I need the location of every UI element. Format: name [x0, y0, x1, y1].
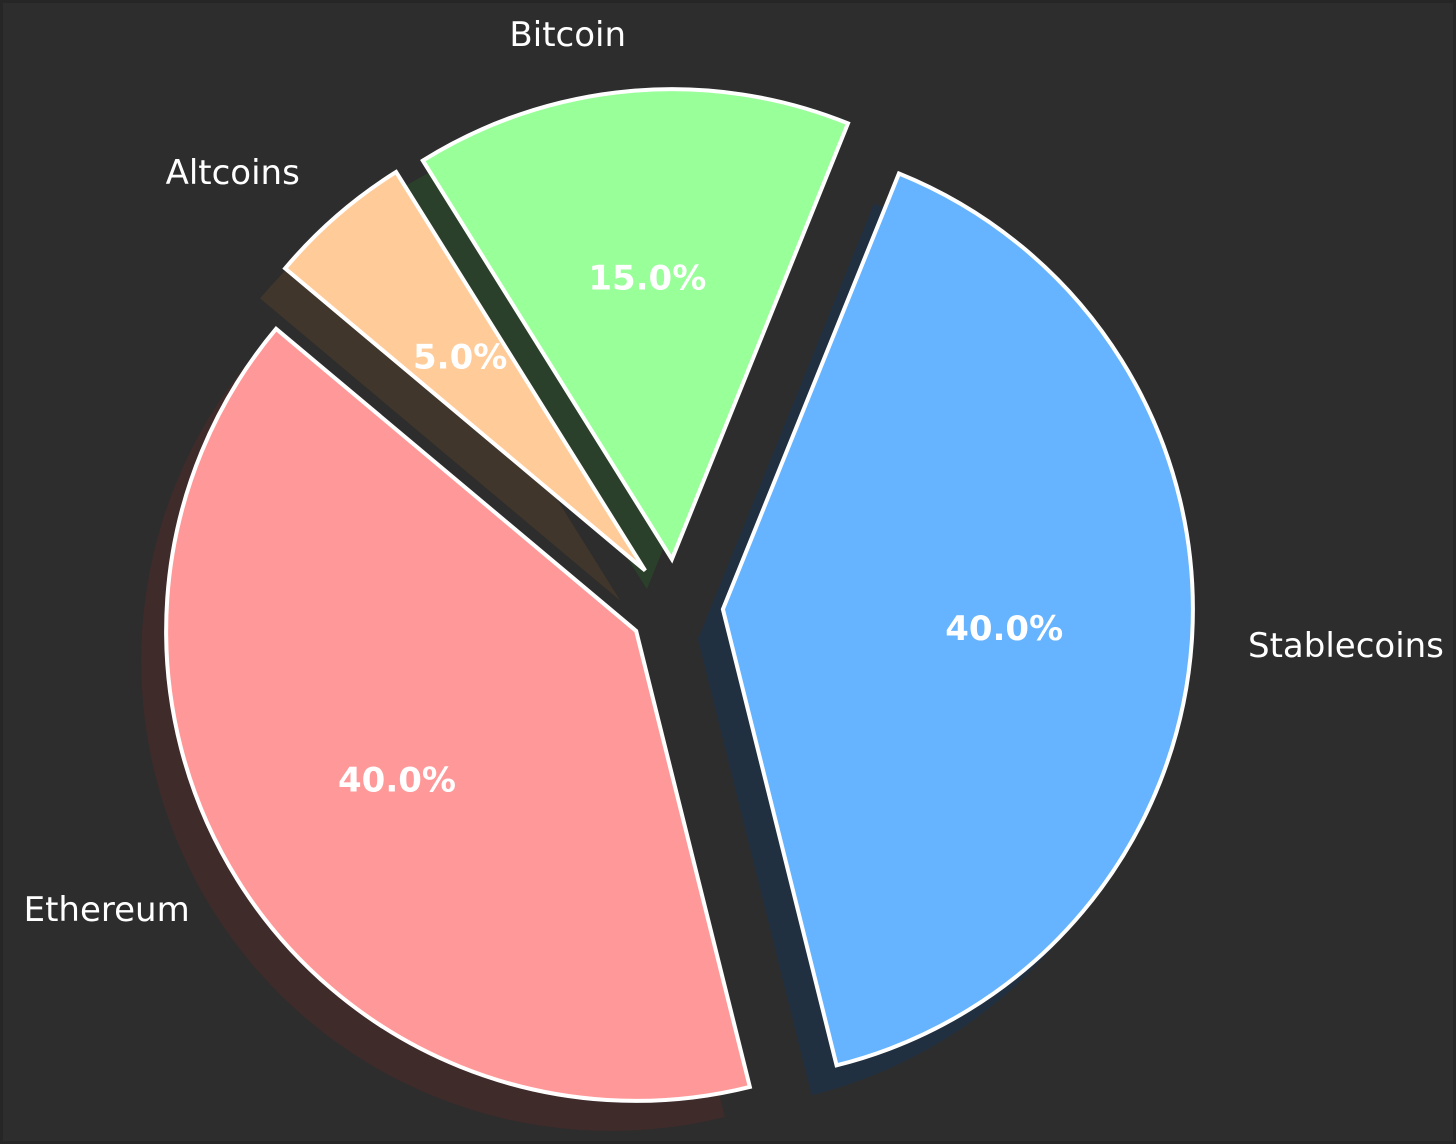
slice-stablecoins — [720, 170, 1195, 1068]
pct-label-bitcoin: 15.0% — [588, 258, 706, 298]
slice-bitcoin — [420, 87, 851, 564]
slice-label-ethereum: Ethereum — [24, 890, 190, 930]
pie-chart-svg: 40.0% Ethereum 40.0% Stablecoins 15.0% Bitcoi… — [24, 15, 1444, 1131]
slice-label-bitcoin: Bitcoin — [509, 15, 626, 55]
pct-label-stablecoins: 40.0% — [945, 609, 1063, 649]
slice-label-altcoins: Altcoins — [166, 153, 300, 193]
slices — [164, 87, 1195, 1103]
pct-label-altcoins: 5.0% — [413, 338, 507, 378]
slice-altcoins — [282, 169, 647, 573]
pct-label-ethereum: 40.0% — [338, 760, 456, 800]
slice-label-stablecoins: Stablecoins — [1248, 626, 1444, 666]
slice-ethereum — [164, 325, 753, 1103]
labels: 40.0% Ethereum 40.0% Stablecoins 15.0% Bitcoi… — [24, 15, 1444, 930]
